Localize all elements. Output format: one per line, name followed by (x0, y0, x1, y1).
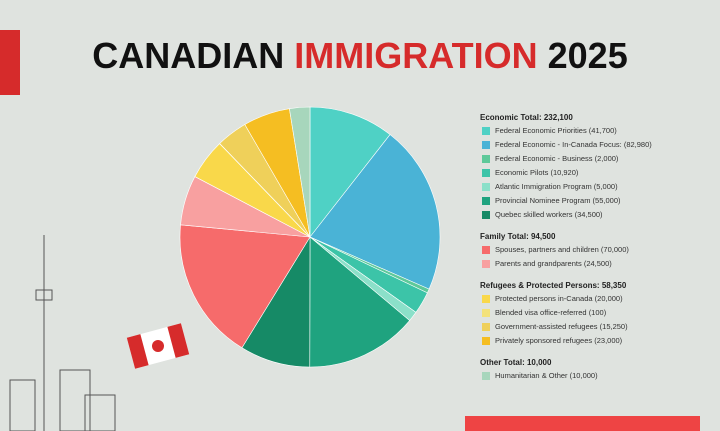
legend-swatch (482, 246, 490, 254)
legend-name: Spouses, partners and children (495, 245, 599, 254)
legend-label: Federal Economic - Business (2,000) (495, 154, 619, 163)
legend-value: (10,000) (570, 371, 598, 380)
legend-value: (82,980) (624, 140, 652, 149)
legend-value: (20,000) (595, 294, 623, 303)
legend-value: (2,000) (595, 154, 619, 163)
legend-label: Parents and grandparents (24,500) (495, 259, 612, 268)
legend-label: Federal Economic - In-Canada Focus: (82,… (495, 140, 652, 149)
flag (126, 323, 190, 369)
legend-group-title: Other Total: 10,000 (480, 358, 552, 367)
legend: Economic Total: 232,100 Federal Economic … (480, 113, 652, 380)
legend-label: Protected persons in-Canada (20,000) (495, 294, 623, 303)
legend-label: Economic Pilots (10,920) (495, 168, 579, 177)
legend-value: (70,000) (601, 245, 629, 254)
pie-slice (309, 134, 441, 290)
pie-slice (289, 106, 311, 238)
legend-value: (24,500) (584, 259, 612, 268)
legend-swatch (482, 183, 490, 191)
legend-swatch (482, 211, 490, 219)
legend-name: Quebec skilled workers (495, 210, 573, 219)
legend-swatch (482, 260, 490, 268)
legend-label: Federal Economic Priorities (41,700) (495, 126, 617, 135)
footer-shape (465, 416, 700, 431)
legend-value: (15,250) (600, 322, 628, 331)
legend-value: (41,700) (589, 126, 617, 135)
legend-label: Blended visa office-referred (100) (495, 308, 607, 317)
title-part: 2025 (548, 35, 628, 76)
legend-swatch (482, 169, 490, 177)
legend-name: Federal Economic - In-Canada Focus: (495, 140, 622, 149)
legend-label: Government-assisted refugees (15,250) (495, 322, 628, 331)
legend-value: (23,000) (594, 336, 622, 345)
legend-value: (55,000) (593, 196, 621, 205)
legend-value: (10,920) (550, 168, 578, 177)
legend-name: Protected persons in-Canada (495, 294, 593, 303)
legend-value: (5,000) (594, 182, 618, 191)
legend-name: Provincial Nominee Program (495, 196, 590, 205)
legend-name: Federal Economic - Business (495, 154, 593, 163)
pie-slice (179, 224, 311, 349)
legend-swatch (482, 295, 490, 303)
legend-name: Economic Pilots (495, 168, 549, 177)
legend-group-title: Economic Total: 232,100 (480, 113, 573, 122)
pie-slice (309, 106, 391, 238)
legend-name: Federal Economic Priorities (495, 126, 587, 135)
legend-label: Humanitarian & Other (10,000) (495, 371, 598, 380)
legend-swatch (482, 155, 490, 163)
skyline (9, 235, 116, 431)
legend-value: (34,500) (575, 210, 603, 219)
legend-label: Spouses, partners and children (70,000) (495, 245, 629, 254)
legend-name: Parents and grandparents (495, 259, 582, 268)
legend-name: Atlantic Immigration Program (495, 182, 592, 191)
legend-label: Quebec skilled workers (34,500) (495, 210, 603, 219)
legend-name: Government-assisted refugees (495, 322, 598, 331)
legend-name: Privately sponsored refugees (495, 336, 592, 345)
legend-swatch (482, 141, 490, 149)
legend-swatch (482, 197, 490, 205)
title-part: CANADIAN (92, 35, 284, 76)
legend-label: Privately sponsored refugees (23,000) (495, 336, 623, 345)
legend-swatch (482, 337, 490, 345)
legend-value: (100) (589, 308, 607, 317)
legend-label: Atlantic Immigration Program (5,000) (495, 182, 618, 191)
legend-name: Blended visa office-referred (495, 308, 587, 317)
chart-title: CANADIAN IMMIGRATION 2025 (92, 35, 627, 76)
legend-swatch (482, 127, 490, 135)
legend-label: Provincial Nominee Program (55,000) (495, 196, 621, 205)
title-part: IMMIGRATION (294, 35, 537, 76)
legend-swatch (482, 323, 490, 331)
legend-group-title: Family Total: 94,500 (480, 232, 556, 241)
accent-bar (0, 30, 20, 95)
legend-name: Humanitarian & Other (495, 371, 568, 380)
pie (179, 106, 441, 368)
legend-swatch (482, 372, 490, 380)
legend-swatch (482, 309, 490, 317)
legend-group-title: Refugees & Protected Persons: 58,350 (480, 281, 627, 290)
pie-slice (309, 236, 411, 368)
